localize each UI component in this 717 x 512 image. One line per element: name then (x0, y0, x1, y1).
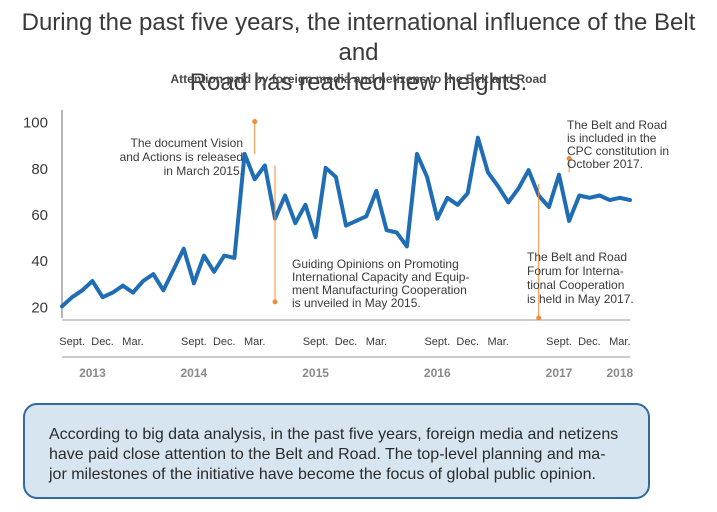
y-tick-label: 60 (31, 207, 48, 224)
year-label: 2018 (607, 366, 634, 380)
annotation-text: Guiding Opinions on Promoting (292, 257, 459, 271)
annotation-text: tional Cooperation (527, 278, 624, 292)
x-tick-label: Dec. (456, 336, 479, 348)
annotation-dot (272, 299, 278, 305)
x-tick-label: Sept. (303, 336, 329, 348)
annotation-dot (536, 315, 542, 321)
summary-line: have paid close attention to the Belt an… (49, 446, 606, 463)
x-tick-label: Mar. (609, 336, 630, 348)
y-tick-label: 100 (23, 115, 48, 132)
x-tick-label: Dec. (91, 336, 114, 348)
x-tick-label: Dec. (335, 336, 358, 348)
x-tick-label: Dec. (578, 336, 601, 348)
chart-heading-line: During the past five years, the internat… (21, 9, 696, 66)
year-label: 2014 (181, 366, 208, 380)
annotation-text: and Actions is released (120, 150, 243, 164)
annotation-text: The Belt and Road (567, 118, 667, 132)
annotation-dot (566, 156, 572, 162)
year-label: 2015 (302, 366, 329, 380)
x-tick-label: Mar. (366, 336, 387, 348)
annotation-text: is unveiled in May 2015. (292, 296, 421, 310)
chart-heading: During the past five years, the internat… (0, 8, 717, 98)
annotation-text: is included in the (567, 131, 657, 145)
annotation-text: in March 2015. (164, 164, 243, 178)
series-line (60, 135, 632, 309)
y-tick-label: 20 (31, 299, 48, 316)
annotation-text: October 2017. (567, 157, 643, 171)
annotation-dot (252, 119, 258, 125)
x-tick-label: Mar. (122, 336, 143, 348)
summary-line: jor milestones of the initiative have be… (49, 466, 596, 483)
summary-callout: According to big data analysis, in the p… (23, 403, 650, 499)
annotation-text: CPC constitution in (567, 144, 669, 158)
annotation-text: The Belt and Road (527, 250, 627, 264)
annotation-text: ment Manufacturing Cooperation (292, 283, 467, 297)
chart-subtitle: Attention paid by foreign media and neti… (170, 72, 547, 86)
chart-heading-line: Road has reached new heights. (189, 69, 528, 96)
annotation-text: is held in May 2017. (527, 292, 634, 306)
year-label: 2013 (79, 366, 106, 380)
annotation-text: International Capacity and Equip- (292, 270, 469, 284)
x-tick-label: Mar. (487, 336, 508, 348)
y-tick-label: 80 (31, 161, 48, 178)
x-tick-label: Sept. (546, 336, 572, 348)
y-tick-label: 40 (31, 253, 48, 270)
year-label: 2016 (424, 366, 451, 380)
x-tick-label: Sept. (59, 336, 85, 348)
annotation-text: Forum for Interna- (527, 264, 624, 278)
summary-line: According to big data analysis, in the p… (49, 426, 619, 443)
x-tick-label: Sept. (424, 336, 450, 348)
x-tick-label: Dec. (213, 336, 236, 348)
x-tick-label: Mar. (244, 336, 265, 348)
x-tick-label: Sept. (181, 336, 207, 348)
line-chart: 20 40 60 80 100 Sept. Dec. Mar. Sept. Dec. Mar. Sep… (23, 110, 669, 380)
annotation-text: The document Vision (130, 136, 243, 150)
year-label: 2017 (546, 366, 573, 380)
